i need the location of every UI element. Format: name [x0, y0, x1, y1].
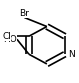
Text: N: N [69, 50, 75, 59]
Text: Br: Br [19, 9, 29, 18]
Text: HO: HO [3, 35, 17, 44]
Text: Cl: Cl [2, 32, 11, 41]
